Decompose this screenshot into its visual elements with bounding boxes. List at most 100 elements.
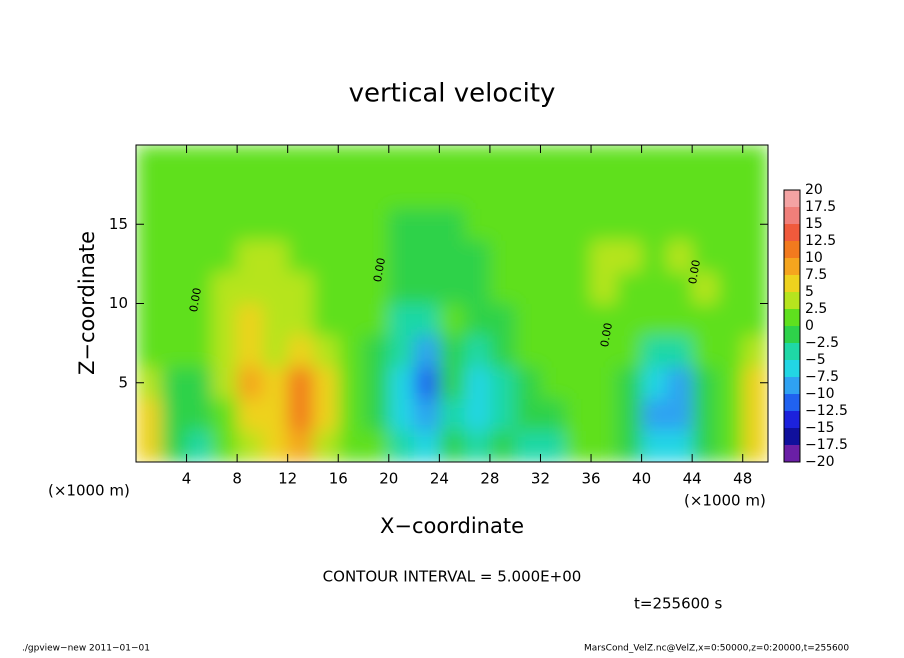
cell xyxy=(136,430,162,462)
cell xyxy=(439,271,466,304)
cell xyxy=(414,430,440,462)
time-label: t=255600 s xyxy=(634,595,722,613)
colorbar-band xyxy=(784,445,800,463)
cell xyxy=(161,240,188,273)
cell xyxy=(186,303,213,336)
cell xyxy=(540,271,567,304)
cell xyxy=(489,208,516,241)
y-tick-label: 15 xyxy=(109,215,128,233)
cell xyxy=(565,271,592,304)
cell xyxy=(338,335,365,368)
cell xyxy=(287,145,314,178)
cell xyxy=(641,335,668,368)
cell xyxy=(287,398,314,431)
colorbar-band xyxy=(784,428,800,446)
x-tick-label: 36 xyxy=(581,470,600,488)
cell xyxy=(237,366,263,400)
colorbar-label: −5 xyxy=(805,352,826,368)
cell xyxy=(565,303,592,336)
cell xyxy=(439,398,466,431)
colorbar-band xyxy=(784,394,800,412)
cell xyxy=(540,366,567,400)
cell xyxy=(616,145,643,178)
contour-label: 0.00 xyxy=(371,257,388,283)
cell xyxy=(161,398,188,431)
cell xyxy=(136,398,162,431)
cell xyxy=(414,271,440,304)
cell xyxy=(717,366,744,400)
cell xyxy=(237,303,263,336)
y-tick-label: 10 xyxy=(109,294,128,312)
cell xyxy=(692,208,718,241)
x-tick-label: 24 xyxy=(430,470,449,488)
colorbar-band xyxy=(784,224,800,242)
colorbar-band xyxy=(784,309,800,327)
cell xyxy=(262,176,289,209)
colorbar-label: −2.5 xyxy=(805,335,839,351)
cell xyxy=(717,176,744,209)
x-tick-label: 8 xyxy=(232,470,242,488)
cell xyxy=(363,430,390,462)
cell xyxy=(363,208,390,241)
cell xyxy=(641,366,668,400)
cell xyxy=(414,145,440,178)
cell xyxy=(439,430,466,462)
cell xyxy=(312,366,339,400)
colorbar-label: 5 xyxy=(805,284,814,300)
cell xyxy=(414,303,440,336)
cell xyxy=(338,145,365,178)
cell xyxy=(363,398,390,431)
cell xyxy=(186,366,213,400)
cell xyxy=(136,176,162,209)
cell xyxy=(666,176,693,209)
cell xyxy=(262,145,289,178)
cell xyxy=(464,208,491,241)
cell xyxy=(186,240,213,273)
cell xyxy=(515,240,541,273)
cell xyxy=(363,366,390,400)
colorbar-label: −7.5 xyxy=(805,369,839,385)
cell xyxy=(515,366,541,400)
colorbar-label: 7.5 xyxy=(805,267,827,283)
cell xyxy=(237,430,263,462)
cell xyxy=(489,271,516,304)
cell xyxy=(717,335,744,368)
cell xyxy=(641,208,668,241)
cell xyxy=(211,303,238,336)
contour-label: 0.00 xyxy=(187,287,204,313)
colorbar-band xyxy=(784,275,800,293)
footer-left: ./gpview−new 2011−01−01 xyxy=(22,644,150,654)
cell xyxy=(186,398,213,431)
footer-right: MarsCond_VelZ.nc@VelZ,x=0:50000,z=0:2000… xyxy=(584,644,849,654)
cell xyxy=(388,366,415,400)
cell xyxy=(464,176,491,209)
cell xyxy=(717,145,744,178)
cell xyxy=(211,176,238,209)
cell xyxy=(717,398,744,431)
cell xyxy=(237,240,263,273)
cell xyxy=(489,366,516,400)
colorbar-label: −12.5 xyxy=(805,403,848,419)
cell xyxy=(464,398,491,431)
cell xyxy=(262,240,289,273)
cell xyxy=(742,240,768,273)
cell xyxy=(692,240,718,273)
x-tick-label: 32 xyxy=(531,470,550,488)
cell xyxy=(641,240,668,273)
cell xyxy=(515,176,541,209)
cell xyxy=(414,176,440,209)
cell xyxy=(591,145,617,178)
cell xyxy=(237,271,263,304)
cell xyxy=(464,335,491,368)
cell xyxy=(540,398,567,431)
cell xyxy=(287,335,314,368)
cell xyxy=(591,430,617,462)
cell xyxy=(338,430,365,462)
cell xyxy=(388,335,415,368)
cell xyxy=(565,398,592,431)
cell xyxy=(186,335,213,368)
cell xyxy=(262,366,289,400)
cell xyxy=(312,398,339,431)
cell xyxy=(641,430,668,462)
